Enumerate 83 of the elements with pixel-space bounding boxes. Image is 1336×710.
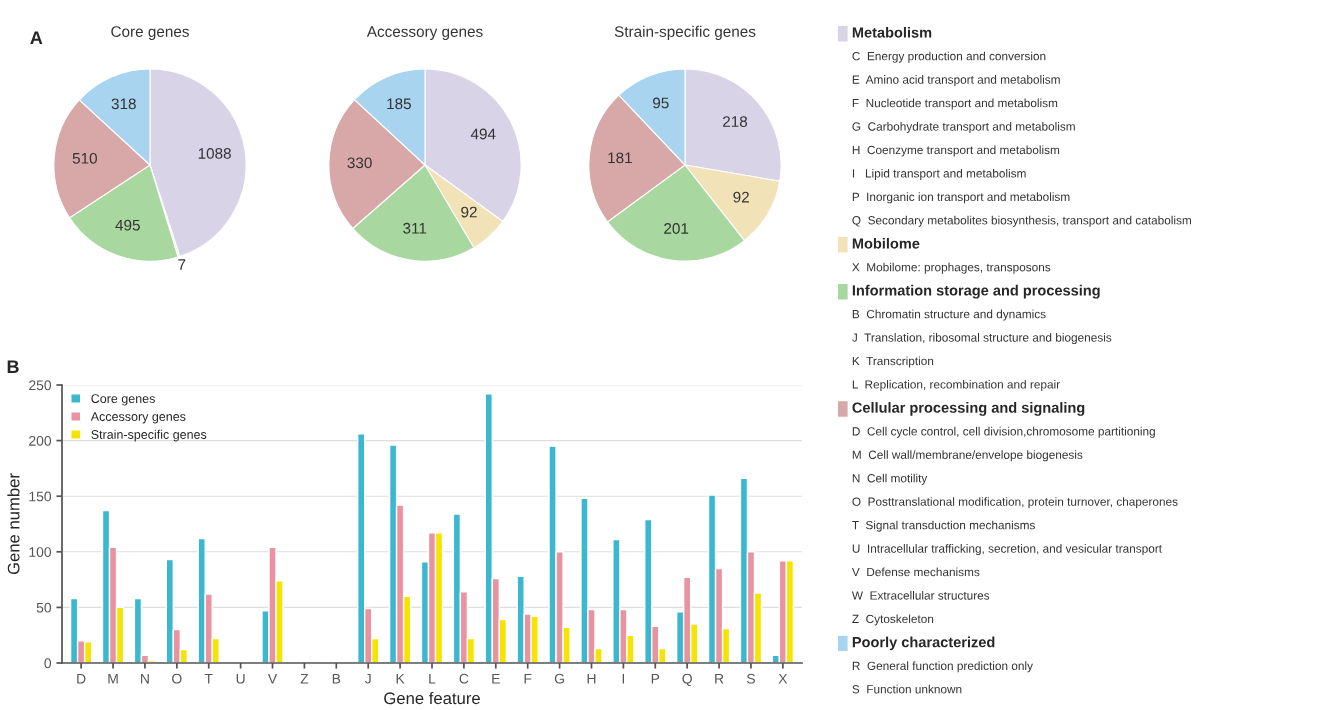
x-tick-label: D xyxy=(77,673,86,684)
y-tick-label: 250 xyxy=(29,380,52,391)
data-label: 495 xyxy=(115,219,140,231)
x-tick-label: I xyxy=(622,673,625,684)
x-tick-label: T xyxy=(204,673,213,684)
text: Z Cytoskeleton xyxy=(852,614,934,626)
y-tick-label: 200 xyxy=(29,435,52,446)
x-tick-label: L xyxy=(429,673,436,684)
data-label: 185 xyxy=(387,98,411,110)
x-tick-label: C xyxy=(459,673,469,684)
text: M Cell wall/membrane/envelope biogenesis xyxy=(852,450,1083,462)
y-tick-label: 100 xyxy=(29,547,52,557)
data-label: 311 xyxy=(403,222,427,234)
x-tick-label: F xyxy=(524,673,532,684)
text: W Extracellular structures xyxy=(851,590,990,600)
data-label: 92 xyxy=(733,191,749,203)
text: Q Secondary metabolites biosynthesis, transport and catabolism xyxy=(852,215,1191,227)
legend-label: Strain-specific genes xyxy=(91,429,207,442)
text: N Cell motility xyxy=(852,473,928,485)
x-tick-label: B xyxy=(332,673,341,684)
text: V Defense mechanisms xyxy=(851,567,980,577)
text: C Energy production and conversion xyxy=(852,51,1046,63)
legend-label: Cellular processing and signaling xyxy=(852,402,1085,416)
data-label: 218 xyxy=(723,116,748,127)
text: U Intracellular trafficking, secretion, and vesicular transport xyxy=(852,544,1162,556)
text: I Lipid transport and metabolism xyxy=(852,168,1026,180)
x-tick-label: U xyxy=(236,673,245,684)
data-label: 318 xyxy=(111,98,136,110)
chart-title: Core genes xyxy=(111,26,189,40)
data-label: 201 xyxy=(664,223,689,234)
text: E Amino acid transport and metabolism xyxy=(852,75,1060,87)
x-axis-title: Gene feature xyxy=(384,691,480,705)
data-label: 181 xyxy=(608,152,632,164)
text: H Coenzyme transport and metabolism xyxy=(852,145,1060,157)
chart-title: Accessory genes xyxy=(366,26,483,40)
text: G Carbohydrate transport and metabolism xyxy=(852,122,1075,134)
y-tick-label: 50 xyxy=(36,602,52,613)
data-label: 330 xyxy=(347,157,372,169)
text: P Inorganic ion transport and metabolism xyxy=(852,192,1070,204)
text: X Mobilome: prophages, transposons xyxy=(852,262,1051,274)
x-tick-label: V xyxy=(267,673,278,684)
data-label: 510 xyxy=(72,152,97,164)
x-tick-label: H xyxy=(587,673,596,684)
text: T Signal transduction mechanisms xyxy=(852,520,1035,532)
text: S Function unknown xyxy=(852,684,962,694)
data-label: 92 xyxy=(461,206,477,218)
text: B Chromatin structure and dynamics xyxy=(852,309,1046,321)
text: B xyxy=(7,360,19,373)
x-tick-label: M xyxy=(108,673,118,684)
y-tick-label: 0 xyxy=(44,658,52,669)
text: J Translation, ribosomal structure and biogenesis xyxy=(852,333,1112,345)
legend-label: Accessory genes xyxy=(90,412,186,424)
x-tick-label: P xyxy=(651,673,660,684)
y-tick-label: 150 xyxy=(29,491,52,502)
text: F Nucleotide transport and metabolism xyxy=(852,98,1058,110)
text: K Transcription xyxy=(852,356,934,368)
x-tick-label: R xyxy=(715,673,724,684)
y-axis-title: Gene number xyxy=(7,473,20,575)
data-label: 7 xyxy=(178,259,186,270)
data-label: 494 xyxy=(470,128,496,140)
legend-label: Mobilome xyxy=(852,237,920,249)
data-label: 95 xyxy=(653,97,669,109)
legend-label: Core genes xyxy=(91,394,155,406)
chart-title: Strain-specific genes xyxy=(614,25,756,40)
x-tick-label: N xyxy=(141,673,149,684)
text: R General function prediction only xyxy=(852,661,1033,673)
x-tick-label: S xyxy=(746,673,755,684)
data-label: 1088 xyxy=(198,148,231,159)
legend-label: Poorly characterized xyxy=(852,636,995,651)
text: O Posttranslational modification, protein turnover, chaperones xyxy=(852,497,1178,509)
text: L Replication, recombination and repair xyxy=(852,379,1060,391)
x-tick-label: K xyxy=(396,673,405,684)
legend-label: Information storage and processing xyxy=(852,284,1100,299)
x-tick-label: J xyxy=(364,673,371,684)
text: A xyxy=(30,31,43,44)
x-tick-label: O xyxy=(172,673,182,684)
x-tick-label: G xyxy=(554,673,564,684)
x-tick-label: E xyxy=(492,673,500,684)
x-tick-label: X xyxy=(778,673,788,684)
x-tick-label: Q xyxy=(682,673,692,687)
x-tick-label: Z xyxy=(300,673,309,684)
text: D Cell cycle control, cell division,chromosome partitioning xyxy=(852,426,1155,438)
legend-label: Metabolism xyxy=(852,26,932,38)
